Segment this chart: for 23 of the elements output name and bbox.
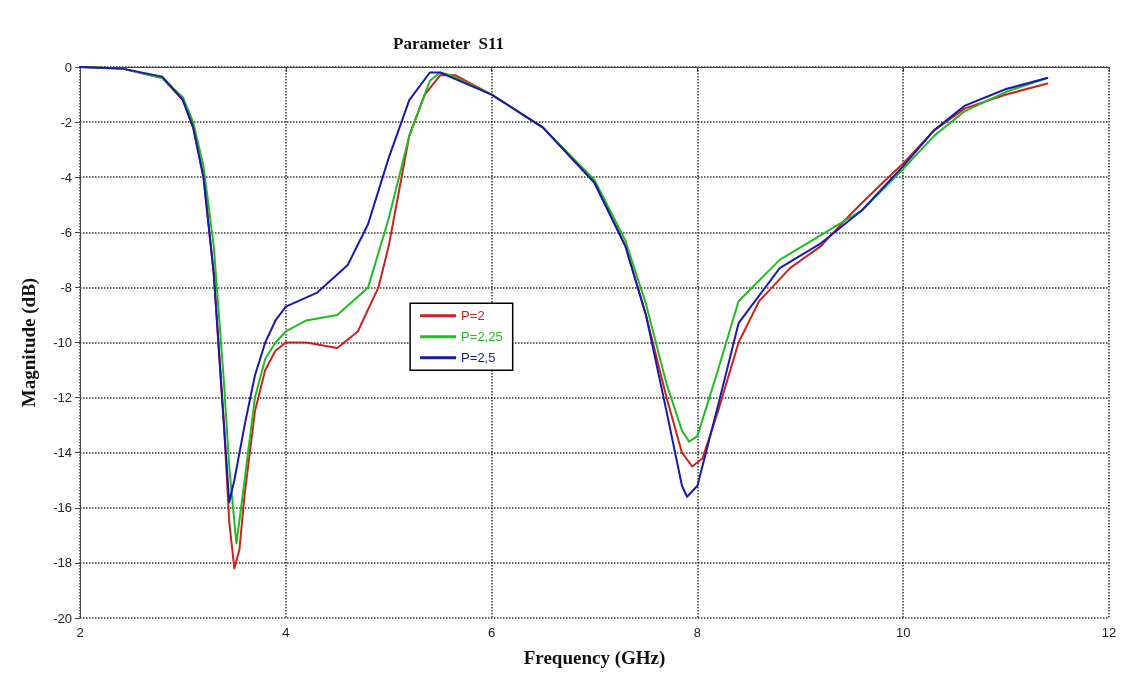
y-tick-label: -6 (60, 224, 72, 240)
y-tick-label: -4 (60, 169, 72, 185)
x-tick-label: 6 (487, 625, 496, 640)
y-tick-label: -10 (53, 335, 72, 350)
y-tick-label: -18 (53, 555, 72, 571)
y-tick-label: -2 (60, 114, 72, 130)
y-tick-label: -20 (53, 610, 72, 626)
y-tick-label: -14 (53, 445, 72, 461)
x-tick-label: 10 (895, 625, 911, 640)
y-tick-label: 0 (64, 59, 72, 75)
x-axis-title: Frequency (GHz) (523, 647, 666, 669)
x-tick-label: 12 (1101, 625, 1117, 640)
y-tick-label: -12 (53, 390, 72, 406)
x-tick-label: 8 (693, 625, 702, 640)
x-tick-label: 4 (282, 625, 290, 640)
chart-title: Parameter S11 (393, 34, 505, 53)
legend-label: P=2 (461, 308, 485, 324)
x-tick-label: 2 (76, 625, 84, 640)
legend-label: P=2,25 (461, 329, 503, 345)
y-axis-title: Magnitude (dB) (18, 277, 40, 408)
y-tick-label: -8 (60, 279, 72, 295)
legend-label: P=2,5 (461, 350, 496, 366)
y-tick-label: -16 (53, 500, 72, 516)
